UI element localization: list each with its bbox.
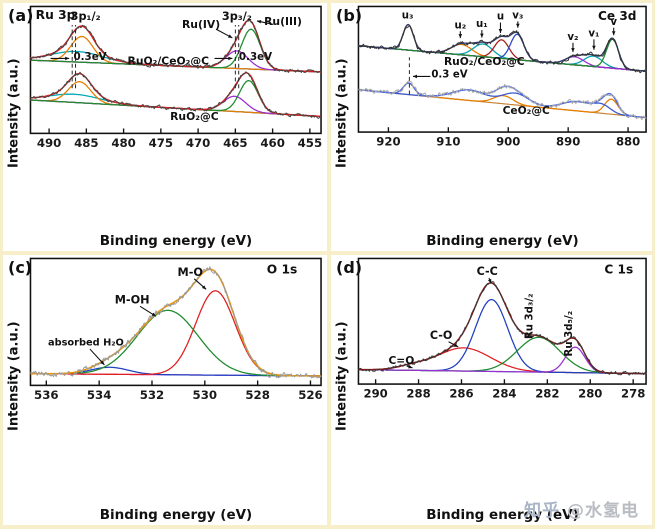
svg-text:0.3 eV: 0.3 eV <box>431 70 467 81</box>
svg-text:532: 532 <box>140 388 165 402</box>
panel-a: (a) Intensity (a.u.) 490 485 480 475 470 465 4… <box>3 3 327 251</box>
svg-text:M-OH: M-OH <box>115 293 150 306</box>
watermark-handle: @水氢电 <box>567 501 639 521</box>
svg-text:465: 465 <box>223 136 248 150</box>
panel-d: (d) Intensity (a.u.) 290 288 286 284 282 280 2… <box>331 255 652 525</box>
svg-text:284: 284 <box>492 387 516 401</box>
svg-text:C=O: C=O <box>388 354 414 367</box>
svg-text:u₁: u₁ <box>476 19 488 30</box>
panel-d-spectrum-plot: 290 288 286 284 282 280 278 C 1s C-C C-O C=O Ru 3d₃… <box>357 257 647 401</box>
svg-text:v₁: v₁ <box>588 28 599 39</box>
panel-a-letter: (a) <box>8 6 34 25</box>
panel-d-letter: (d) <box>336 258 363 277</box>
svg-text:920: 920 <box>376 135 400 149</box>
svg-text:Ru 3d₅/₂: Ru 3d₅/₂ <box>564 311 575 357</box>
panel-b-x-axis-label: Binding energy (eV) <box>426 233 579 249</box>
panel-c-spectrum-plot: 536 534 532 530 528 526 O 1s M-O M-OH absorbed H₂… <box>29 257 323 402</box>
panel-c-y-axis-label: Intensity (a.u.) <box>6 321 22 431</box>
panel-b-spectrum-plot: 920 910 900 890 880 Ce 3d u₃ u₂ u₁ u v₃ v v₂ v₁ 0.3 eV… <box>357 5 647 149</box>
svg-text:900: 900 <box>496 135 520 149</box>
svg-text:480: 480 <box>111 136 136 150</box>
svg-text:0.3eV: 0.3eV <box>239 51 272 63</box>
svg-text:0.3eV: 0.3eV <box>73 51 106 63</box>
panel-a-y-axis-label: Intensity (a.u.) <box>6 58 22 168</box>
svg-text:Ce 3d: Ce 3d <box>598 9 636 23</box>
svg-text:C-O: C-O <box>430 329 453 342</box>
svg-text:C-C: C-C <box>477 265 498 278</box>
svg-text:485: 485 <box>74 136 99 150</box>
svg-text:470: 470 <box>186 136 211 150</box>
svg-text:3p₃/₂: 3p₃/₂ <box>222 10 252 23</box>
watermark: 知乎 @水氢电 <box>524 496 639 521</box>
panel-d-x-axis-label: Binding energy (eV) <box>426 507 579 523</box>
svg-text:286: 286 <box>449 387 473 401</box>
panel-d-y-axis-label: Intensity (a.u.) <box>334 321 350 431</box>
svg-text:460: 460 <box>260 136 285 150</box>
svg-text:890: 890 <box>556 135 580 149</box>
panel-b-y-axis-label: Intensity (a.u.) <box>334 58 350 168</box>
svg-text:278: 278 <box>621 387 645 401</box>
svg-text:O 1s: O 1s <box>267 263 298 277</box>
svg-text:526: 526 <box>298 388 323 402</box>
svg-text:Ru 3d₃/₂: Ru 3d₃/₂ <box>524 293 535 339</box>
svg-text:534: 534 <box>87 388 112 402</box>
svg-text:528: 528 <box>245 388 270 402</box>
panel-c-letter: (c) <box>8 258 33 277</box>
svg-text:910: 910 <box>436 135 460 149</box>
svg-text:Ru(III): Ru(III) <box>264 15 302 28</box>
svg-text:288: 288 <box>406 387 430 401</box>
svg-text:v: v <box>610 17 617 28</box>
svg-text:3p₁/₂: 3p₁/₂ <box>71 10 101 23</box>
svg-text:Ru(IV): Ru(IV) <box>182 18 220 31</box>
svg-text:455: 455 <box>298 136 323 150</box>
svg-text:RuO₂@C: RuO₂@C <box>170 110 219 123</box>
svg-text:M-O: M-O <box>178 266 204 279</box>
panel-b: (b) Intensity (a.u.) 920 910 900 890 880 Ce 3… <box>331 3 652 251</box>
svg-text:880: 880 <box>616 135 640 149</box>
svg-text:C 1s: C 1s <box>604 262 633 276</box>
svg-text:absorbed H₂O: absorbed H₂O <box>48 338 124 349</box>
svg-text:v₂: v₂ <box>567 32 578 43</box>
svg-text:475: 475 <box>149 136 174 150</box>
svg-text:RuO₂/CeO₂@C: RuO₂/CeO₂@C <box>444 55 525 68</box>
svg-text:u₃: u₃ <box>402 10 414 21</box>
panel-a-x-axis-label: Binding energy (eV) <box>99 233 253 249</box>
svg-text:530: 530 <box>193 388 218 402</box>
panel-c-x-axis-label: Binding energy (eV) <box>99 507 253 523</box>
panel-b-letter: (b) <box>336 6 363 25</box>
svg-text:Ru 3p: Ru 3p <box>36 8 76 22</box>
svg-text:280: 280 <box>578 387 602 401</box>
svg-text:536: 536 <box>34 388 59 402</box>
svg-text:290: 290 <box>363 387 387 401</box>
svg-text:490: 490 <box>37 136 62 150</box>
svg-text:u: u <box>497 12 504 23</box>
svg-text:u₂: u₂ <box>454 20 466 31</box>
watermark-logo: 知乎 <box>524 501 561 521</box>
svg-text:CeO₂@C: CeO₂@C <box>503 104 550 117</box>
svg-text:282: 282 <box>535 387 559 401</box>
svg-text:RuO₂/CeO₂@C: RuO₂/CeO₂@C <box>128 54 210 67</box>
svg-text:v₃: v₃ <box>512 10 523 21</box>
panel-c: (c) Intensity (a.u.) 536 534 532 530 528 526 O… <box>3 255 327 525</box>
